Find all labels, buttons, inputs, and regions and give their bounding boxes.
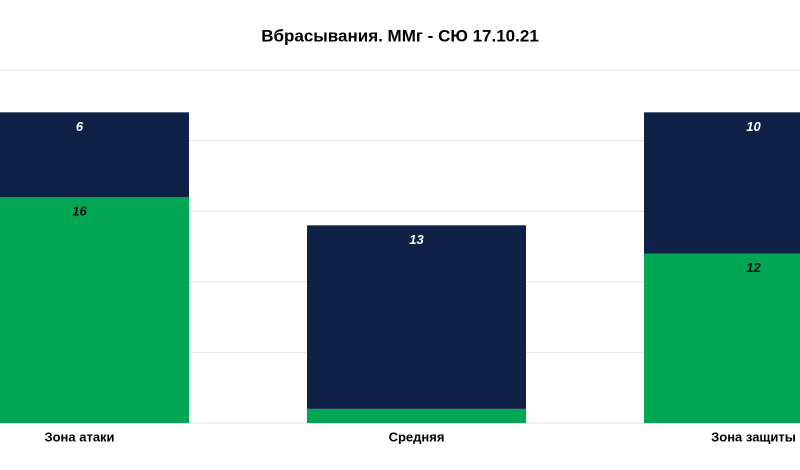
bar-segment [0,112,189,198]
data-label: 12 [746,260,761,275]
x-tick-label: Зона защиты [711,429,796,444]
data-label: 13 [409,232,424,247]
bar-segment [644,112,800,254]
data-label: 10 [746,119,761,134]
bar-segment [644,253,800,423]
data-label: 6 [76,119,84,134]
x-tick-label: Зона атаки [44,429,114,444]
data-label: 16 [72,204,87,219]
bar-segment [307,408,526,423]
bar-segment [307,225,526,409]
bar-segment [0,197,189,423]
x-tick-label: Средняя [389,429,445,444]
chart-title: Вбрасывания. ММг - СЮ 17.10.21 [261,26,539,45]
